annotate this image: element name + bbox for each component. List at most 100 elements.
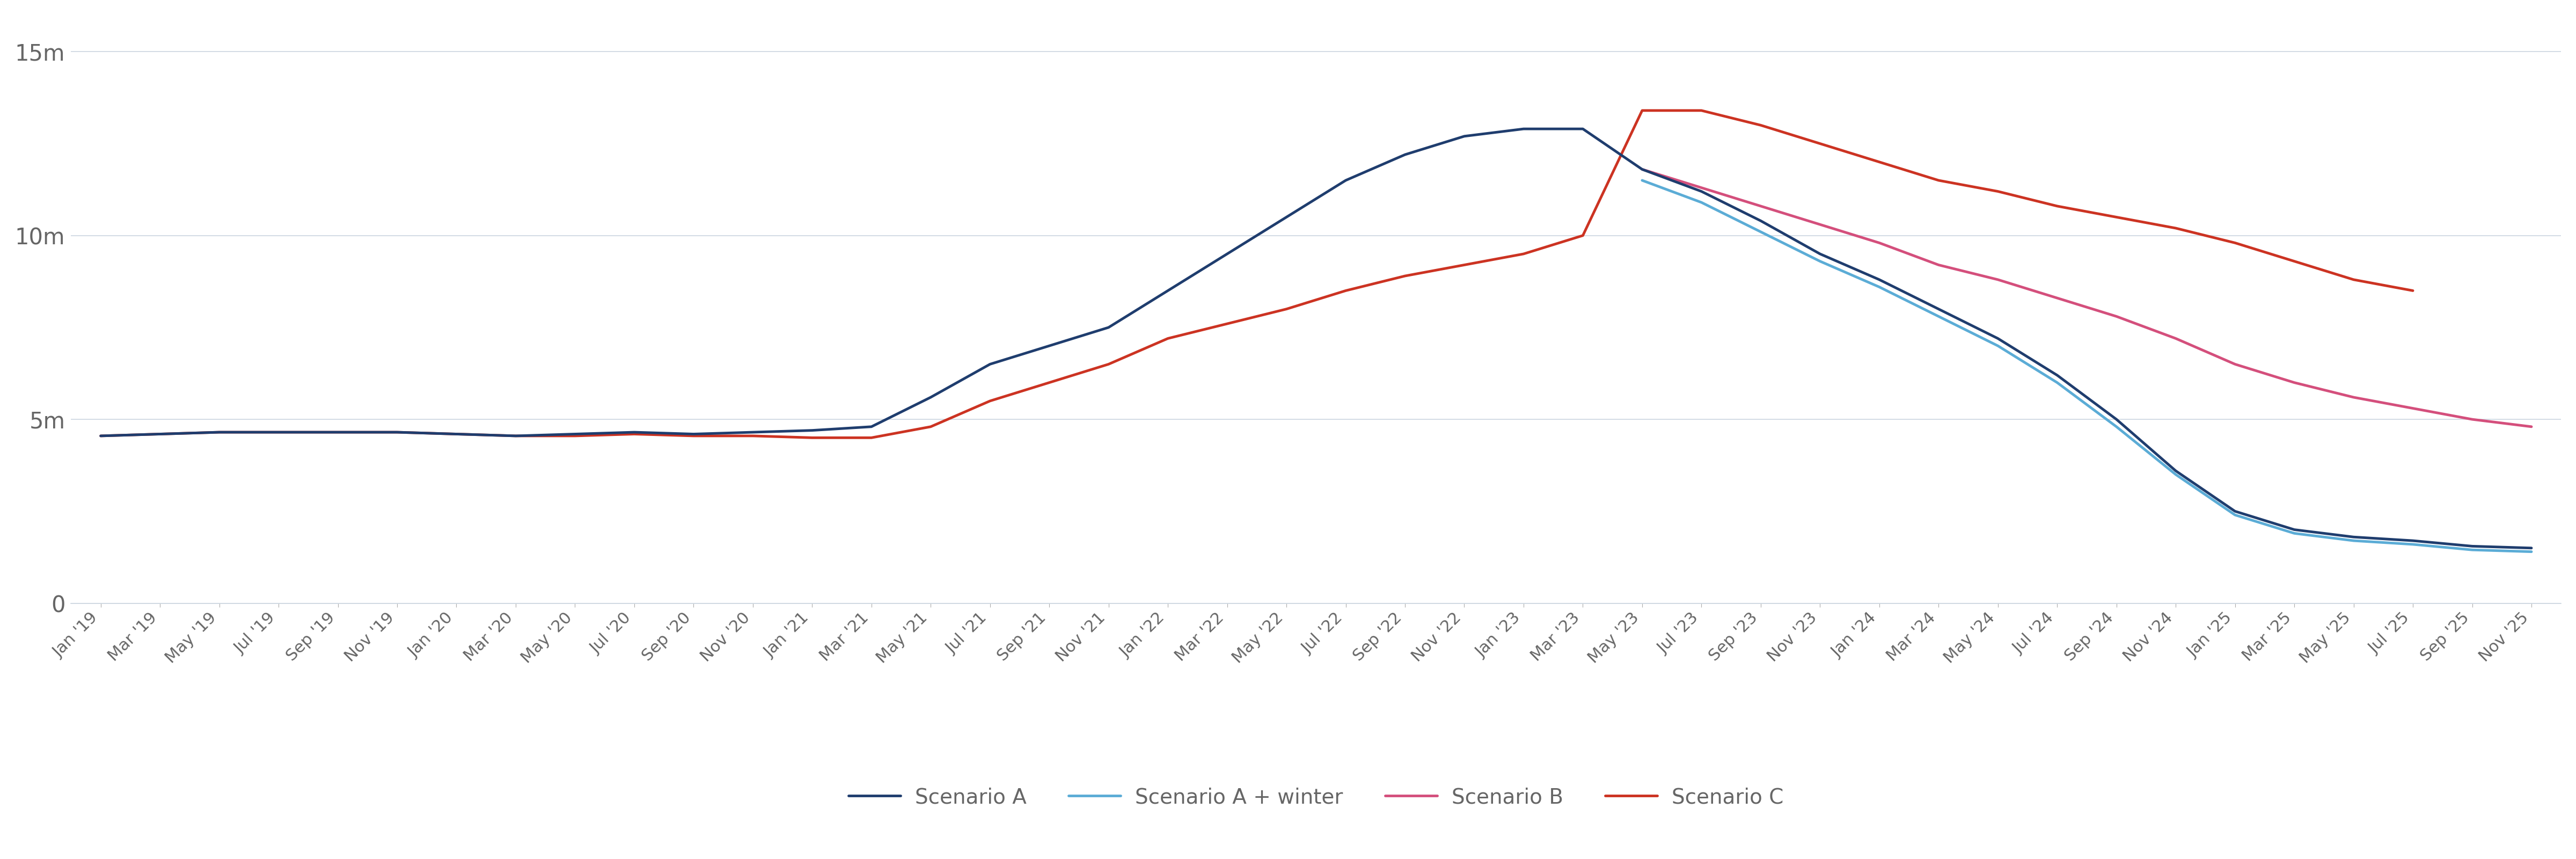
Scenario C xyxy=(2043,201,2074,211)
Scenario C xyxy=(1685,106,1716,116)
Scenario A xyxy=(1329,175,1360,186)
Scenario A + winter xyxy=(1865,282,1896,292)
Scenario A xyxy=(559,429,590,439)
Scenario A xyxy=(1747,216,1777,226)
Scenario A xyxy=(1033,341,1064,351)
Scenario B xyxy=(2161,333,2192,344)
Scenario A xyxy=(855,422,886,432)
Scenario A + winter xyxy=(1747,227,1777,237)
Scenario B xyxy=(1865,238,1896,248)
Scenario C xyxy=(2280,256,2311,266)
Scenario C xyxy=(2339,275,2370,285)
Scenario C xyxy=(1806,138,1837,149)
Scenario A xyxy=(2221,506,2251,516)
Scenario C xyxy=(2398,285,2429,295)
Scenario A xyxy=(2043,370,2074,381)
Scenario A + winter xyxy=(2102,422,2133,432)
Scenario A xyxy=(263,427,294,437)
Scenario A + winter xyxy=(1984,341,2014,351)
Scenario A xyxy=(2458,541,2488,551)
Scenario B xyxy=(2102,311,2133,321)
Scenario A xyxy=(2161,466,2192,476)
Scenario A xyxy=(914,393,945,403)
Scenario C xyxy=(855,433,886,443)
Scenario A xyxy=(2517,543,2548,553)
Scenario A xyxy=(618,427,649,437)
Scenario B xyxy=(1747,201,1777,211)
Scenario A + winter xyxy=(1685,198,1716,208)
Line: Scenario B: Scenario B xyxy=(1641,169,2532,427)
Scenario C xyxy=(440,429,471,439)
Scenario C xyxy=(1924,175,1955,186)
Scenario A xyxy=(144,429,175,439)
Scenario C xyxy=(1566,230,1597,241)
Legend: Scenario A, Scenario A + winter, Scenario B, Scenario C: Scenario A, Scenario A + winter, Scenari… xyxy=(840,779,1793,816)
Scenario A xyxy=(1270,212,1301,222)
Scenario C xyxy=(144,429,175,439)
Scenario A xyxy=(1388,149,1419,160)
Scenario A xyxy=(1806,249,1837,259)
Scenario A xyxy=(1865,275,1896,285)
Scenario C xyxy=(618,429,649,439)
Scenario C xyxy=(737,430,768,441)
Scenario C xyxy=(322,427,353,437)
Scenario A + winter xyxy=(1924,311,1955,321)
Scenario A xyxy=(1507,124,1538,134)
Scenario B xyxy=(1625,164,1656,174)
Scenario A + winter xyxy=(2161,469,2192,479)
Scenario A xyxy=(500,430,531,441)
Scenario A xyxy=(1151,285,1182,295)
Scenario A xyxy=(974,359,1005,369)
Scenario B xyxy=(2280,377,2311,387)
Scenario C xyxy=(2161,223,2192,234)
Scenario C xyxy=(2102,212,2133,222)
Scenario A xyxy=(2398,535,2429,545)
Scenario C xyxy=(1865,157,1896,168)
Scenario B xyxy=(1984,275,2014,285)
Scenario A + winter xyxy=(2517,546,2548,557)
Scenario B xyxy=(2043,293,2074,303)
Scenario C xyxy=(2221,238,2251,248)
Scenario C xyxy=(204,427,234,437)
Scenario A xyxy=(2280,525,2311,535)
Scenario C xyxy=(1270,304,1301,314)
Scenario C xyxy=(381,427,412,437)
Scenario B xyxy=(2517,422,2548,432)
Scenario A xyxy=(85,430,116,441)
Scenario A + winter xyxy=(1806,256,1837,266)
Scenario A xyxy=(796,425,827,436)
Scenario A + winter xyxy=(2221,509,2251,520)
Scenario A xyxy=(204,427,234,437)
Scenario A xyxy=(440,429,471,439)
Scenario C xyxy=(1984,186,2014,197)
Scenario A xyxy=(1211,249,1242,259)
Scenario C xyxy=(796,433,827,443)
Scenario C xyxy=(263,427,294,437)
Scenario C xyxy=(559,430,590,441)
Scenario A xyxy=(1625,164,1656,174)
Scenario C xyxy=(85,430,116,441)
Scenario C xyxy=(1625,106,1656,116)
Scenario C xyxy=(1033,377,1064,387)
Scenario C xyxy=(1388,271,1419,281)
Line: Scenario C: Scenario C xyxy=(100,111,2414,438)
Scenario C xyxy=(500,430,531,441)
Line: Scenario A + winter: Scenario A + winter xyxy=(1641,180,2532,551)
Scenario A + winter xyxy=(2280,528,2311,539)
Scenario A + winter xyxy=(2458,545,2488,555)
Scenario B xyxy=(2398,403,2429,413)
Line: Scenario A: Scenario A xyxy=(100,129,2532,548)
Scenario C xyxy=(914,422,945,432)
Scenario A xyxy=(2102,414,2133,424)
Scenario A xyxy=(1092,322,1123,332)
Scenario A xyxy=(677,429,708,439)
Scenario A xyxy=(1984,333,2014,344)
Scenario C xyxy=(1329,285,1360,295)
Scenario C xyxy=(1507,249,1538,259)
Scenario B xyxy=(1685,183,1716,193)
Scenario A + winter xyxy=(1625,175,1656,186)
Scenario C xyxy=(1211,319,1242,329)
Scenario B xyxy=(1924,259,1955,270)
Scenario A xyxy=(1685,186,1716,197)
Scenario A xyxy=(322,427,353,437)
